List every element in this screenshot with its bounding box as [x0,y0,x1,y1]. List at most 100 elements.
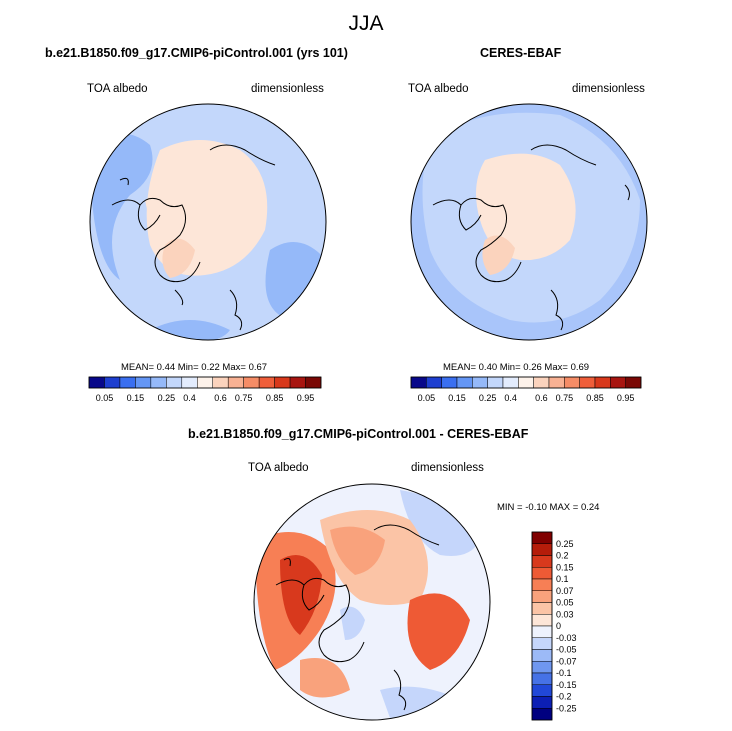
colorbar3-swatch-2 [531,555,553,568]
colorbar1-swatch-1 [104,376,121,389]
panel1-max-value: 0.67 [248,362,268,373]
colorbar3-swatch-15 [531,708,553,721]
colorbar2-swatch-4 [472,376,488,389]
colorbar3-tick-label-11: -0.1 [556,668,572,678]
colorbar3-swatch-10 [531,649,553,662]
map3-border [253,483,491,721]
colorbar1-tick-label-0: 0.05 [96,393,114,403]
colorbar3-swatch-9 [531,637,553,650]
map1-greenland [162,238,195,278]
colorbar3-tick-label-12: -0.15 [556,680,577,690]
panel2-mean-value: 0.40 [478,362,498,373]
colorbar1-outline [88,376,322,389]
colorbar2-tick-label-2: 0.25 [479,393,497,403]
panel2-max-label: Max= [544,362,568,373]
colorbar1-swatch-0 [88,376,105,389]
colorbar2-swatch-14 [625,376,642,389]
colorbar3-tick-label-0: 0.25 [556,539,574,549]
map2-greenland [482,235,515,275]
panel1-max-label: Max= [222,362,246,373]
panel1-min-value: 0.22 [201,362,220,373]
colorbar1-swatch-5 [166,376,183,389]
map1-low-albedo-west [90,133,153,280]
colorbar2-tick-label-0: 0.05 [418,393,436,403]
colorbar3-swatch-8 [531,625,553,638]
colorbar3: 0.250.20.150.10.070.050.030-0.03-0.05-0.… [531,531,577,721]
map3-positive-south [300,658,350,698]
colorbar1: 0.05 0.15 0.25 0.4 0.6 0.75 0.85 0.95 [88,376,322,403]
panel1-right-label: dimensionless [251,83,324,95]
colorbar1-tick-label-4: 0.6 [214,393,227,403]
colorbar2-tick-label-7: 0.95 [617,393,635,403]
colorbar1-tick-label-7: 0.95 [297,393,315,403]
colorbar1-tick-label-3: 0.4 [183,393,196,403]
colorbar3-tick-label-10: -0.07 [556,656,577,666]
panel1-min-label: Min= [177,362,199,373]
colorbar1-swatch-7 [197,376,213,389]
colorbar3-tick-label-6: 0.03 [556,609,574,619]
colorbar2-swatch-10 [564,376,580,389]
panel1-mean-label: MEAN= [121,362,154,373]
map2-polar-projection [411,104,647,340]
map3-positive-west-core [280,555,322,635]
colorbar3-swatch-4 [531,578,553,591]
colorbar2-tick-label-6: 0.85 [586,393,604,403]
map3-polar-projection [254,484,490,720]
colorbar1-tick-label-2: 0.25 [158,393,176,403]
colorbar3-tick-label-5: 0.05 [556,598,574,608]
colorbar3-tick-label-2: 0.15 [556,562,574,572]
colorbar1-swatch-2 [119,376,136,389]
colorbar2-swatch-8 [533,376,550,389]
panel1-left-label: TOA albedo [87,83,148,95]
colorbar1-swatch-9 [227,376,244,389]
colorbar1-tick-label-5: 0.75 [235,393,253,403]
map2-arctic-high-albedo [476,153,576,261]
panel3-right-label: dimensionless [411,462,484,474]
colorbar3-swatch-6 [531,602,553,615]
colorbar2-outline [410,376,642,389]
panel1-mean-value: 0.44 [156,362,176,373]
colorbar1-swatch-10 [243,376,260,389]
colorbar2-swatch-12 [594,376,611,389]
panel3-stats: MIN = -0.10 MAX = 0.24 [497,502,599,513]
colorbar3-swatch-5 [531,590,553,603]
colorbar3-tick-label-8: -0.03 [556,633,577,643]
colorbar3-outline [531,531,553,721]
colorbar2-swatch-13 [610,376,626,389]
colorbar2-tick-label-4: 0.6 [535,393,548,403]
map3-positive-east [407,593,470,670]
colorbar3-swatch-11 [531,661,553,674]
panel2-title: CERES-EBAF [480,46,562,60]
colorbar3-swatch-1 [531,543,553,556]
panel3-min-label: MIN = [497,502,523,513]
panel3-title: b.e21.B1850.f09_g17.CMIP6-piControl.001 … [188,427,529,441]
colorbar2-swatch-2 [441,376,458,389]
map3-negative-ne [400,490,480,556]
colorbar1-swatch-12 [274,376,291,389]
panel2-max-value: 0.69 [570,362,590,373]
colorbar2-swatch-3 [456,376,473,389]
map2-border [410,103,648,341]
map1-low-albedo-east [265,242,326,320]
map1-archipelago [145,196,175,226]
colorbar1-swatch-6 [181,376,198,389]
map3-greenland-negative [340,606,365,640]
colorbar2-swatch-9 [548,376,565,389]
colorbar2-swatch-5 [487,376,504,389]
panel2-min-label: Min= [499,362,521,373]
colorbar3-swatch-14 [531,696,553,709]
colorbar2-swatch-0 [410,376,427,389]
colorbar1-swatch-3 [135,376,152,389]
panel3-max-label: MAX = [549,502,579,513]
colorbar1-tick-label-1: 0.15 [127,393,145,403]
colorbar1-swatch-14 [305,376,322,389]
colorbar3-tick-label-1: 0.2 [556,551,569,561]
colorbar2-swatch-6 [502,376,519,389]
map1-border [89,103,327,341]
colorbar3-tick-label-14: -0.25 [556,703,577,713]
colorbar2: 0.05 0.15 0.25 0.4 0.6 0.75 0.85 0.95 [410,376,642,403]
colorbar2-swatch-11 [579,376,596,389]
colorbar1-tick-label-6: 0.85 [266,393,284,403]
panel3-left-label: TOA albedo [248,462,309,474]
